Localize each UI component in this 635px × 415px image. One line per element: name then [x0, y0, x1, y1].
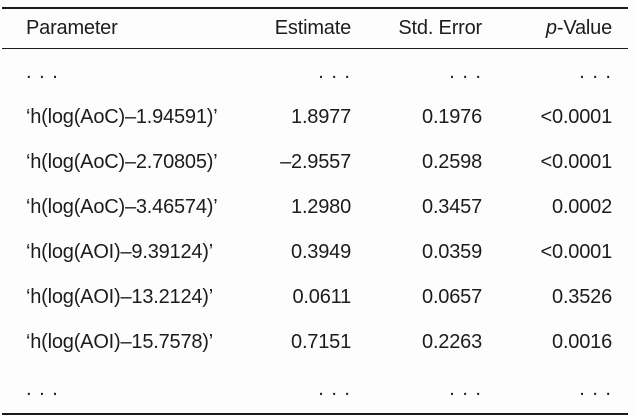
std-error-cell: 0.2598	[422, 151, 482, 173]
p-value-cell: 0.0016	[552, 331, 612, 353]
table-row: ‘h(log(AoC)–1.94591)’ 1.8977 0.1976 <0.0…	[2, 95, 628, 140]
parameter-estimates-table: Parameter Estimate Std. Error p-Value . …	[2, 7, 628, 415]
ellipsis-cell: . . .	[26, 377, 59, 400]
column-header-std-error: Std. Error	[398, 17, 482, 39]
parameter-cell: ‘h(log(AoC)–3.46574)’	[26, 196, 218, 218]
p-value-cell: 0.3526	[552, 286, 612, 308]
estimate-cell: 1.8977	[291, 106, 351, 128]
std-error-cell: 0.1976	[422, 106, 482, 128]
p-value-cell: <0.0001	[540, 241, 613, 263]
table-row: ‘h(log(AOI)–13.2124)’ 0.0611 0.0657 0.35…	[2, 275, 628, 320]
table-row: ‘h(log(AOI)–9.39124)’ 0.3949 0.0359 <0.0…	[2, 230, 628, 275]
estimate-cell: 1.2980	[291, 196, 351, 218]
p-value-header-rest: -Value	[556, 17, 612, 39]
parameter-cell: ‘h(log(AOI)–13.2124)’	[26, 286, 214, 308]
p-value-cell: <0.0001	[540, 151, 613, 173]
parameter-cell: ‘h(log(AoC)–1.94591)’	[26, 106, 218, 128]
std-error-cell: 0.0657	[422, 286, 482, 308]
column-header-p-value: p-Value	[483, 8, 628, 49]
ellipsis-cell: . . .	[318, 60, 351, 83]
table-row: ‘h(log(AoC)–2.70805)’ –2.9557 0.2598 <0.…	[2, 140, 628, 185]
ellipsis-cell: . . .	[579, 377, 612, 400]
std-error-cell: 0.2263	[422, 331, 482, 353]
parameter-cell: ‘h(log(AOI)–9.39124)’	[26, 241, 214, 263]
table-header-row: Parameter Estimate Std. Error p-Value	[2, 8, 628, 49]
ellipsis-cell: . . .	[26, 60, 59, 83]
ellipsis-row-top: . . . . . . . . . . . .	[2, 49, 628, 96]
estimate-cell: 0.0611	[292, 286, 352, 308]
p-value-cell: 0.0002	[552, 196, 612, 218]
column-header-parameter: Parameter	[26, 17, 118, 39]
p-value-header-italic-p: p	[545, 17, 557, 39]
column-header-estimate: Estimate	[274, 17, 351, 39]
estimate-cell: –2.9557	[280, 151, 351, 173]
estimate-cell: 0.7151	[291, 331, 351, 353]
ellipsis-cell: . . .	[579, 60, 612, 83]
ellipsis-row-bottom: . . . . . . . . . . . .	[2, 365, 628, 414]
table-row: ‘h(log(AOI)–15.7578)’ 0.7151 0.2263 0.00…	[2, 320, 628, 365]
ellipsis-cell: . . .	[449, 60, 482, 83]
p-value-cell: <0.0001	[540, 106, 613, 128]
ellipsis-cell: . . .	[318, 377, 351, 400]
estimate-cell: 0.3949	[291, 241, 351, 263]
std-error-cell: 0.0359	[422, 241, 482, 263]
ellipsis-cell: . . .	[449, 377, 482, 400]
parameter-cell: ‘h(log(AoC)–2.70805)’	[26, 151, 218, 173]
parameter-cell: ‘h(log(AOI)–15.7578)’	[26, 331, 214, 353]
table-row: ‘h(log(AoC)–3.46574)’ 1.2980 0.3457 0.00…	[2, 185, 628, 230]
std-error-cell: 0.3457	[422, 196, 482, 218]
